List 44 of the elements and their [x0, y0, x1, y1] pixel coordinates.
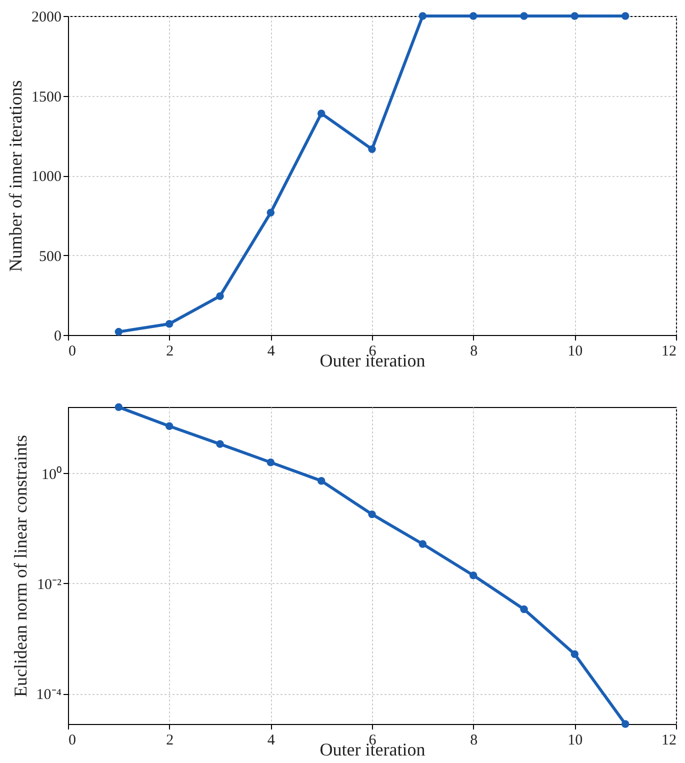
x-tick-label: 8 [470, 732, 478, 748]
point [621, 12, 630, 20]
point [114, 328, 123, 336]
x-tick-label: 2 [166, 344, 174, 360]
point [621, 720, 630, 728]
point [216, 292, 224, 300]
x-tick-label: 4 [267, 732, 276, 748]
point [317, 110, 326, 118]
point [469, 12, 478, 20]
point [216, 440, 224, 448]
x-tick-label: 8 [470, 344, 478, 360]
x-tick-label: 4 [267, 344, 276, 360]
x-tick-label: 10 [568, 344, 583, 360]
y-axis-title: Number of inner iterations [6, 80, 26, 272]
y-tick-label: 10⁻⁴ [36, 687, 62, 704]
point [570, 12, 579, 20]
y-tick-label: 1500 [32, 89, 62, 106]
point [266, 458, 275, 466]
x-tick-label: 0 [68, 344, 76, 360]
x-tick-label: 0 [68, 732, 76, 748]
y-tick-label: 500 [39, 248, 62, 265]
point [520, 12, 528, 20]
point [114, 403, 123, 412]
point [165, 320, 174, 328]
x-tick-label: 12 [662, 732, 676, 748]
point [317, 476, 326, 485]
point [368, 510, 376, 518]
point [418, 540, 427, 548]
point [570, 650, 579, 658]
point [165, 422, 174, 430]
y-tick-label: 2000 [32, 10, 62, 26]
point [520, 605, 528, 614]
y-tick-label: 10⁻² [37, 576, 62, 593]
y-tick-label: 0 [54, 328, 62, 344]
y-tick-label: 10⁰ [42, 466, 62, 483]
point [418, 12, 427, 20]
x-tick-label: 12 [662, 344, 676, 360]
y-axis-title: Euclidean norm of linear constraints [10, 435, 30, 697]
y-tick-label: 1000 [32, 169, 62, 185]
point [469, 572, 478, 580]
x-tick-label: 10 [568, 732, 583, 748]
x-tick-label: 2 [166, 732, 174, 748]
point [368, 145, 376, 154]
point [266, 208, 275, 217]
